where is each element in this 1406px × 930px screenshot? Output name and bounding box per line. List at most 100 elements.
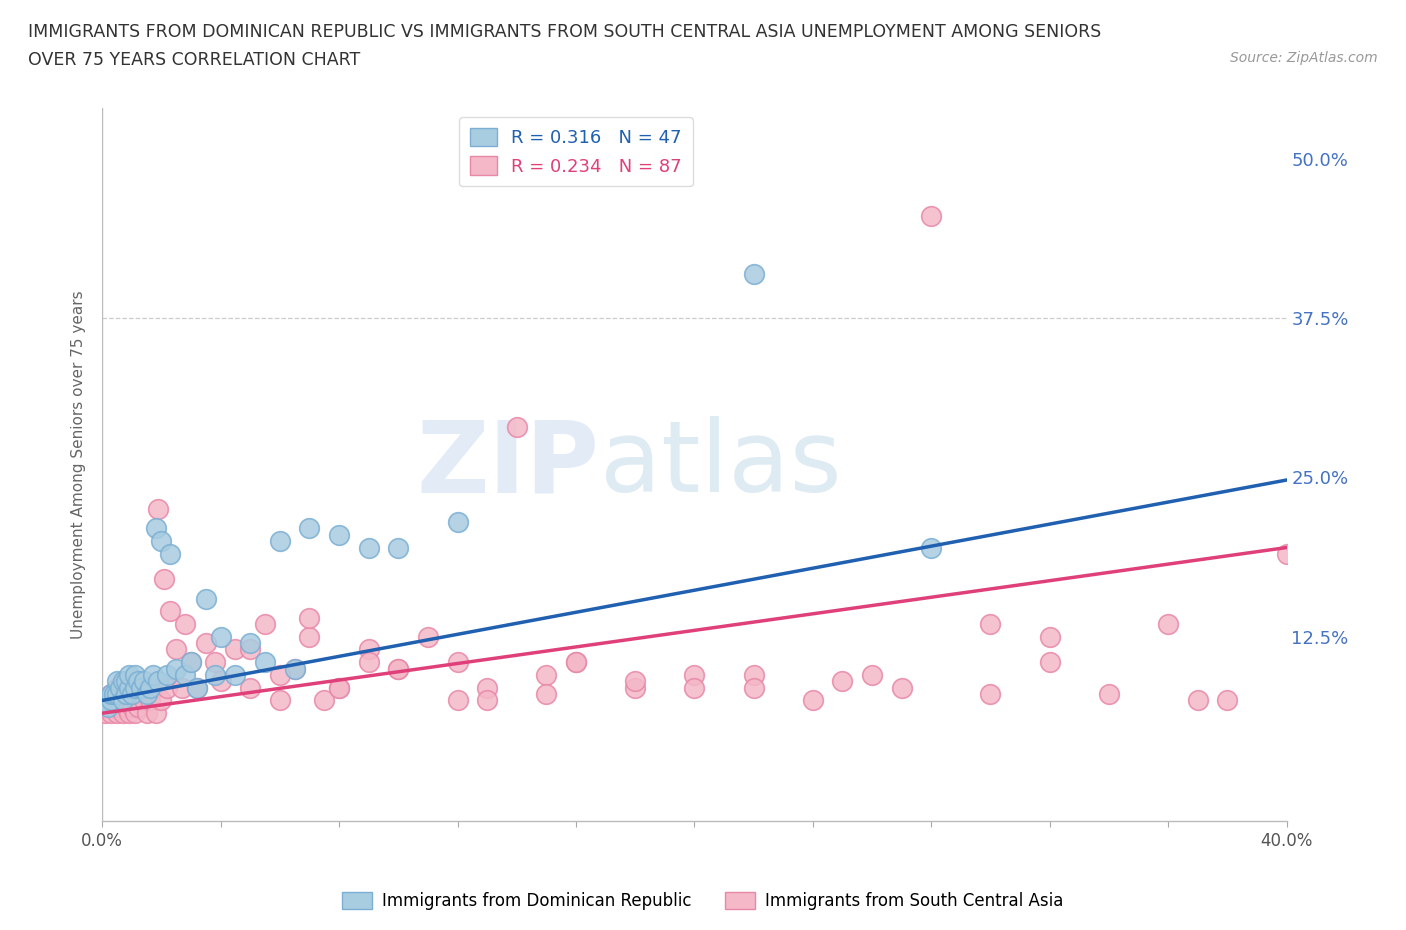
Point (97, 699, 120, 714)
Point (624, 680, 647, 695)
Point (186, 680, 208, 695)
Point (624, 674, 647, 689)
Point (1039, 655, 1062, 670)
Point (186, 680, 208, 695)
Point (174, 668, 197, 683)
Point (127, 699, 149, 714)
Point (506, 419, 529, 434)
Point (979, 686, 1001, 701)
Point (1098, 686, 1121, 701)
Point (115, 674, 138, 689)
Point (357, 655, 380, 670)
Point (118, 680, 141, 695)
Point (979, 617, 1001, 631)
Point (565, 655, 588, 670)
Point (94, 693, 117, 708)
Point (124, 680, 146, 695)
Point (224, 668, 246, 683)
Point (269, 534, 291, 549)
Point (284, 661, 307, 676)
Point (124, 668, 146, 683)
Point (108, 680, 131, 695)
Point (121, 686, 143, 701)
Point (1039, 630, 1062, 644)
Point (138, 680, 160, 695)
Point (129, 680, 152, 695)
Point (357, 540, 380, 555)
Point (150, 534, 173, 549)
Point (118, 680, 141, 695)
Point (159, 604, 181, 618)
Point (890, 680, 912, 695)
Text: atlas: atlas (599, 417, 841, 513)
Point (328, 680, 350, 695)
Point (742, 680, 765, 695)
Point (298, 521, 321, 536)
Point (387, 661, 409, 676)
Point (284, 661, 307, 676)
Point (831, 674, 853, 689)
Point (204, 655, 226, 670)
Point (103, 699, 125, 714)
Point (860, 668, 883, 683)
Point (97, 693, 120, 708)
Point (209, 630, 232, 644)
Point (100, 686, 122, 701)
Point (121, 686, 143, 701)
Point (254, 655, 277, 670)
Point (124, 680, 146, 695)
Point (565, 655, 588, 670)
Point (145, 706, 167, 721)
Text: Source: ZipAtlas.com: Source: ZipAtlas.com (1230, 51, 1378, 65)
Point (156, 680, 179, 695)
Point (132, 693, 155, 708)
Point (141, 668, 163, 683)
Point (100, 686, 122, 701)
Point (920, 540, 942, 555)
Point (111, 706, 134, 721)
Point (148, 674, 170, 689)
Point (204, 668, 226, 683)
Point (100, 706, 122, 721)
Point (115, 686, 138, 701)
Point (536, 668, 558, 683)
Point (446, 693, 468, 708)
Point (446, 514, 468, 529)
Point (174, 617, 197, 631)
Text: ZIP: ZIP (416, 417, 599, 513)
Y-axis label: Unemployment Among Seniors over 75 years: Unemployment Among Seniors over 75 years (72, 290, 86, 639)
Point (920, 209, 942, 224)
Point (108, 699, 131, 714)
Point (135, 706, 157, 721)
Point (536, 686, 558, 701)
Point (1216, 693, 1239, 708)
Point (105, 686, 128, 701)
Point (121, 699, 143, 714)
Point (239, 636, 262, 651)
Point (111, 693, 134, 708)
Point (1187, 693, 1209, 708)
Point (254, 617, 277, 631)
Point (387, 661, 409, 676)
Point (145, 521, 167, 536)
Point (269, 668, 291, 683)
Point (118, 668, 141, 683)
Point (159, 547, 181, 562)
Point (683, 680, 706, 695)
Point (100, 693, 122, 708)
Point (153, 572, 176, 587)
Text: IMMIGRANTS FROM DOMINICAN REPUBLIC VS IMMIGRANTS FROM SOUTH CENTRAL ASIA UNEMPLO: IMMIGRANTS FROM DOMINICAN REPUBLIC VS IM… (28, 23, 1101, 41)
Point (135, 686, 157, 701)
Point (141, 680, 163, 695)
Point (148, 502, 170, 517)
Point (1157, 617, 1180, 631)
Point (475, 680, 498, 695)
Text: OVER 75 YEARS CORRELATION CHART: OVER 75 YEARS CORRELATION CHART (28, 51, 360, 69)
Point (357, 642, 380, 657)
Point (742, 266, 765, 281)
Point (1275, 547, 1298, 562)
Point (194, 591, 217, 606)
Point (150, 693, 173, 708)
Point (239, 680, 262, 695)
Point (124, 706, 146, 721)
